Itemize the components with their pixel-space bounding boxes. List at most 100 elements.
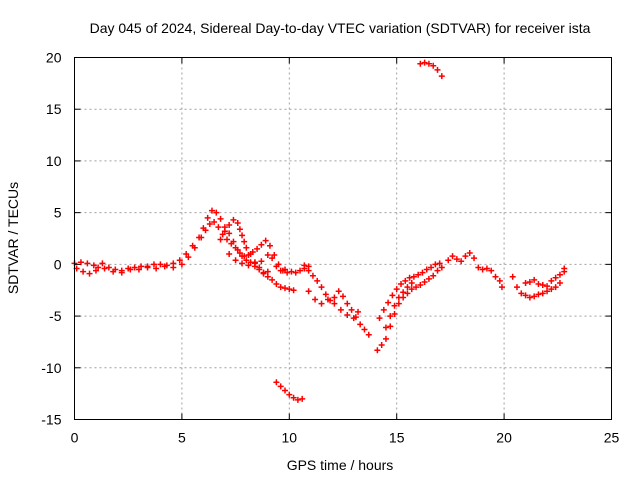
data-point [535,291,542,298]
data-point [80,268,87,275]
data-point [488,267,495,274]
data-point [552,284,559,291]
series-arc-n [522,268,568,290]
data-point [224,236,231,243]
data-point [498,284,505,291]
data-point [294,396,301,403]
data-point [387,323,394,330]
data-point [288,268,295,275]
data-point [247,251,254,258]
data-point [402,277,409,284]
data-point [215,224,222,231]
data-point [101,265,108,272]
data-point [376,315,383,322]
data-point [400,289,407,296]
data-point [92,267,99,274]
data-point [239,232,246,239]
data-point [335,288,342,295]
y-tick-label: 15 [46,101,62,117]
data-point [262,237,269,244]
data-point [232,244,239,251]
data-point [397,281,404,288]
data-point [466,249,473,256]
series-arc-d [226,251,289,274]
data-point [217,236,224,243]
data-point [297,267,304,274]
x-tick-label: 15 [389,430,405,446]
data-point [170,264,177,271]
y-tick-label: -10 [41,360,61,376]
y-tick-label: 0 [54,256,62,272]
data-point [382,335,389,342]
data-point [226,230,233,237]
data-point [273,281,280,288]
x-tick-label: 25 [604,430,620,446]
data-point [382,324,389,331]
data-point [312,296,319,303]
data-point [344,300,351,307]
data-point [284,269,291,276]
data-point [475,264,482,271]
data-point [301,262,308,269]
data-point [340,293,346,300]
data-point [314,277,321,284]
data-point [221,228,228,235]
data-point [208,207,215,214]
data-point [157,261,164,268]
data-point [531,276,538,283]
data-point [355,308,362,315]
data-point [324,296,331,303]
data-point [86,270,93,277]
data-point [344,312,351,319]
data-point [273,263,280,270]
data-point [526,294,533,301]
data-point [84,260,91,267]
data-point [282,266,289,273]
data-point [258,241,265,248]
data-point [391,302,398,309]
data-point [492,273,499,280]
data-point [191,244,198,251]
plot-frame [74,57,612,420]
data-point [462,253,469,260]
data-point [153,265,160,272]
data-point [277,284,284,291]
data-point [350,315,357,322]
data-point [410,273,417,280]
data-point [408,279,415,286]
data-point [258,258,265,265]
data-point [406,274,413,281]
data-point [378,342,385,349]
data-point [318,284,325,291]
data-point [548,277,555,284]
series-arc-k [417,59,445,80]
data-point [331,300,338,307]
data-point [535,281,542,288]
data-point [413,284,420,291]
series-arc-l [445,249,505,291]
x-tick-label: 20 [496,430,512,446]
y-tick-label: -5 [49,308,62,324]
data-point [266,242,273,249]
data-point [483,265,490,272]
series-arc-a [71,207,297,294]
data-point [496,277,503,284]
data-point [161,263,168,270]
data-point [391,311,398,318]
data-point [131,264,138,271]
data-point [290,394,297,401]
data-point [449,253,456,260]
data-point [77,259,84,266]
data-point [348,306,355,313]
data-point [357,321,364,328]
data-point [264,273,271,280]
data-point [522,279,529,286]
data-point [548,286,555,293]
data-point [415,271,422,278]
data-point [331,294,338,301]
series-arc-m [509,265,568,301]
y-tick-label: -15 [41,412,61,428]
data-point [434,267,441,274]
data-point [322,291,329,298]
data-point [213,209,220,216]
